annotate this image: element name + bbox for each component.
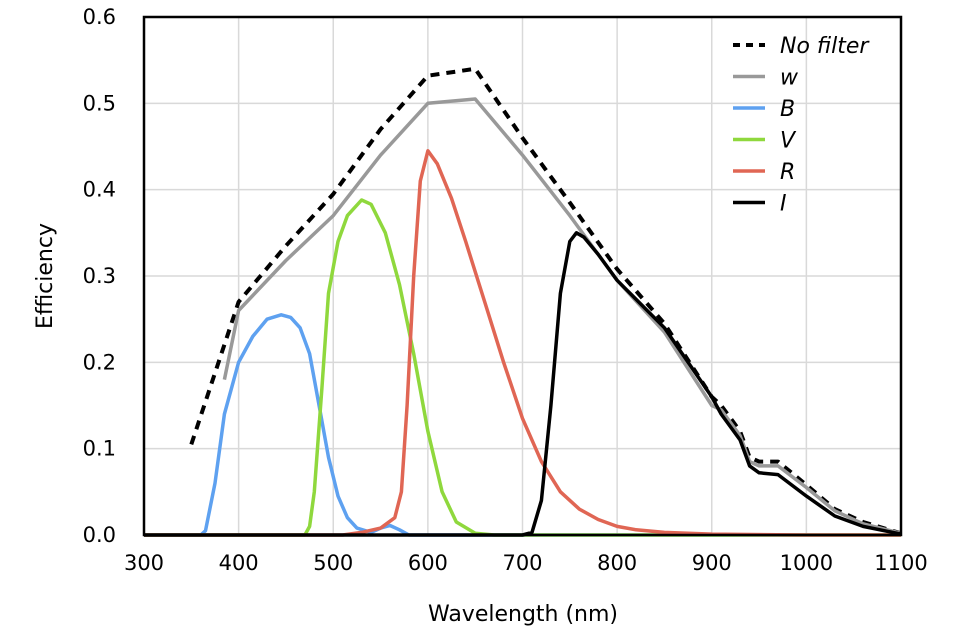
plot-frame: [142, 15, 903, 537]
legend-label-b: B: [780, 97, 795, 122]
y-tick-label: 0.5: [83, 91, 116, 115]
gridlines: [144, 17, 901, 535]
y-tick-label: 0.2: [83, 350, 116, 374]
series-line-r: [144, 149, 901, 537]
legend-label-w: w: [780, 66, 799, 91]
x-tick-label: 900: [692, 551, 732, 575]
legend-label-r: R: [780, 160, 795, 185]
x-tick-label: 300: [124, 551, 164, 575]
series-line-w: [222, 97, 902, 535]
x-tick-label: 400: [219, 551, 259, 575]
legend-label-no-filter: No filter: [780, 34, 870, 59]
series-lines: [144, 66, 902, 537]
x-tick-label: 600: [408, 551, 448, 575]
x-tick-label: 800: [597, 551, 637, 575]
x-tick-label: 700: [502, 551, 542, 575]
x-tick-label: 500: [313, 551, 353, 575]
y-tick-label: 0.4: [83, 178, 116, 202]
y-axis-title: Efficiency: [33, 223, 58, 329]
x-axis-ticks: 300 400 500 600 700 800 900 1000 1100: [124, 551, 928, 575]
series-line-i: [144, 231, 902, 537]
legend-label-v: V: [780, 129, 797, 154]
legend-label-i: I: [780, 192, 787, 217]
series-line-v: [144, 198, 901, 537]
y-tick-label: 0.3: [83, 264, 116, 288]
x-tick-label: 1000: [780, 551, 833, 575]
y-tick-label: 0.1: [83, 437, 116, 461]
x-axis-title: Wavelength (nm): [428, 602, 618, 627]
x-tick-label: 1100: [874, 551, 927, 575]
y-axis-ticks: 0.0 0.1 0.2 0.3 0.4 0.5 0.6: [83, 5, 116, 547]
y-tick-label: 0.0: [83, 523, 116, 547]
y-tick-label: 0.6: [83, 5, 116, 29]
